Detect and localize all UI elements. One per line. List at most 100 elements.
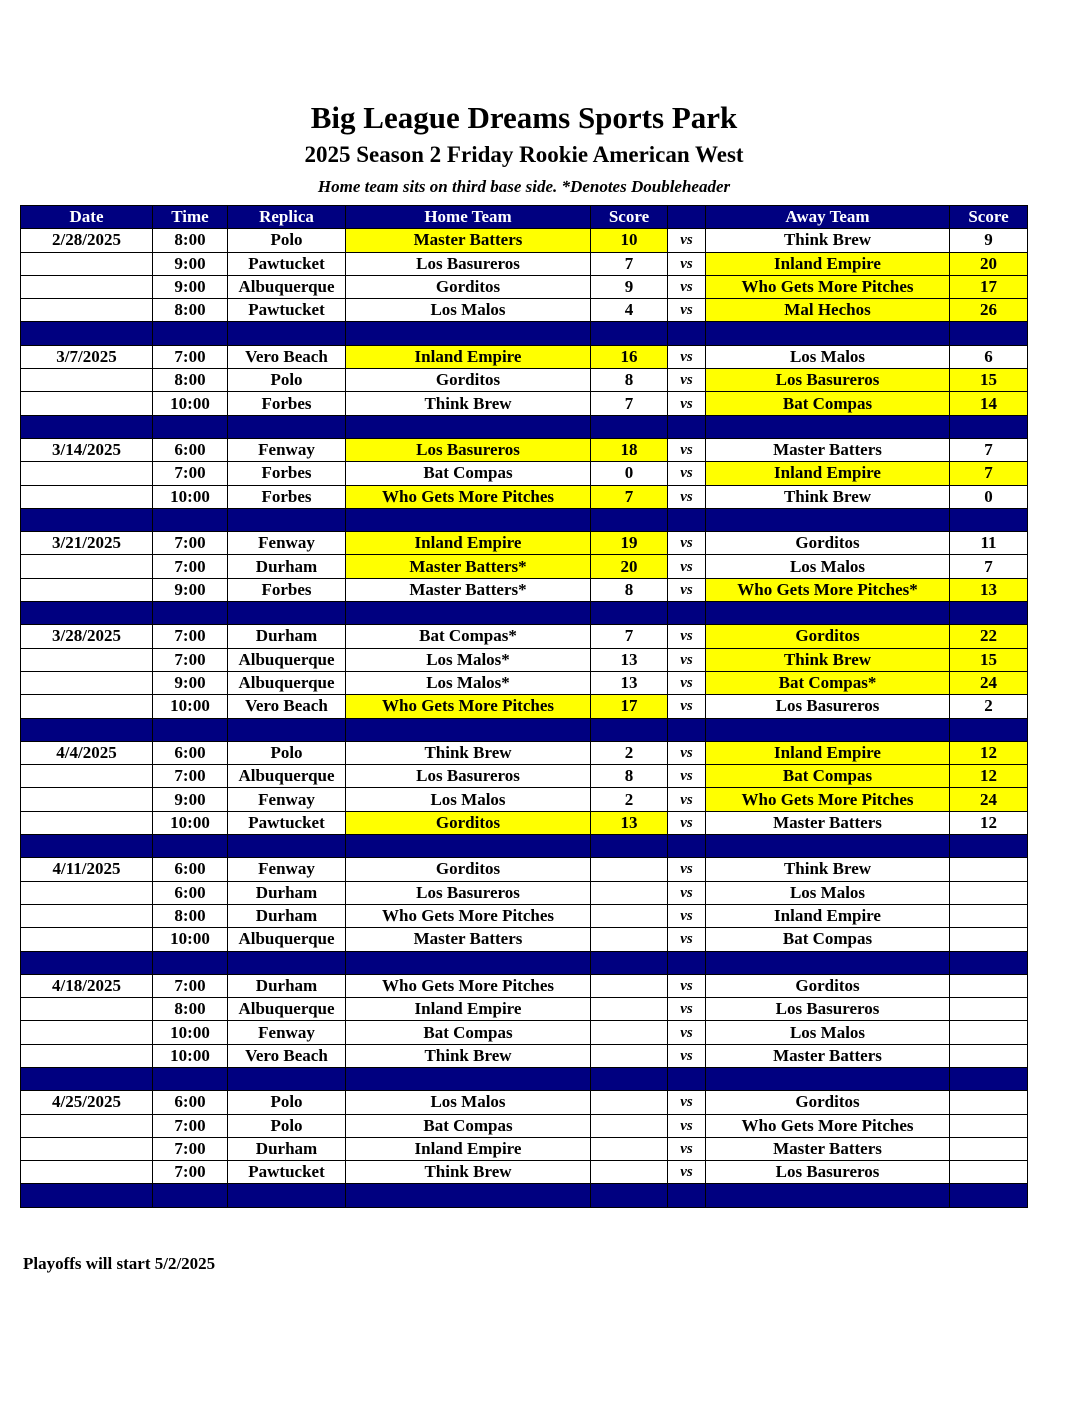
game-row: 9:00 Albuquerque Gorditos 9 vs Who Gets More …: [20, 274, 1028, 300]
home-team-cell: Gorditos: [345, 368, 591, 393]
page-title: Big League Dreams Sports Park: [310, 100, 738, 135]
game-row: 10:00 Fenway Bat Compas vs Los Malos: [20, 1020, 1028, 1045]
game-row: 7:00 Albuquerque Los Malos* 13 vs Think Brew 1…: [20, 647, 1028, 672]
home-score-cell: 17: [590, 694, 668, 719]
away-team-cell: Mal Hechos: [705, 298, 950, 323]
home-score-cell: [590, 857, 668, 882]
vs-cell: vs: [667, 484, 706, 509]
replica-cell: Durham: [227, 903, 346, 929]
separator-cell: [667, 414, 706, 439]
vs-cell: vs: [667, 647, 706, 672]
vs-cell: vs: [667, 857, 706, 882]
time-cell: 8:00: [152, 228, 228, 253]
home-score-cell: [590, 1090, 668, 1115]
away-team-cell: Inland Empire: [705, 740, 950, 766]
time-cell: 8:00: [152, 368, 228, 393]
separator-cell: [949, 507, 1028, 533]
home-team-cell: Master Batters: [345, 927, 591, 952]
game-row: 9:00 Forbes Master Batters* 8 vs Who Gets Mor…: [20, 577, 1028, 603]
home-team-cell: Los Malos: [345, 298, 591, 323]
separator-cell: [705, 507, 950, 533]
away-team-cell: Inland Empire: [705, 251, 950, 276]
separator-cell: [152, 1066, 228, 1092]
vs-cell: vs: [667, 787, 706, 812]
separator-cell: [152, 834, 228, 859]
separator-cell: [590, 507, 668, 533]
home-team-cell: Who Gets More Pitches: [345, 973, 591, 999]
game-row: 6:00 Durham Los Basureros vs Los Malos: [20, 880, 1028, 905]
replica-cell: Durham: [227, 973, 346, 999]
time-cell: 10:00: [152, 1020, 228, 1045]
vs-cell: vs: [667, 810, 706, 836]
home-score-cell: 8: [590, 764, 668, 789]
separator-cell: [590, 414, 668, 439]
home-team-cell: Los Malos*: [345, 647, 591, 672]
game-row: 10:00 Vero Beach Think Brew vs Master Batter…: [20, 1043, 1028, 1068]
time-cell: 9:00: [152, 577, 228, 603]
replica-cell: Durham: [227, 880, 346, 905]
away-score-cell: 15: [949, 368, 1028, 393]
away-team-cell: Inland Empire: [705, 903, 950, 929]
week-separator: [20, 507, 1028, 533]
away-team-cell: Who Gets More Pitches: [705, 787, 950, 812]
home-team-cell: Bat Compas*: [345, 624, 591, 649]
home-score-cell: 8: [590, 368, 668, 393]
home-team-cell: Los Basureros: [345, 251, 591, 276]
separator-cell: [345, 717, 591, 742]
away-score-cell: 17: [949, 274, 1028, 300]
separator-cell: [20, 1066, 153, 1092]
replica-cell: Durham: [227, 554, 346, 579]
date-cell: [20, 391, 153, 416]
away-score-cell: 26: [949, 298, 1028, 323]
replica-cell: Pawtucket: [227, 810, 346, 836]
date-cell: [20, 1136, 153, 1162]
date-cell: 3/7/2025: [20, 344, 153, 370]
date-cell: 4/4/2025: [20, 740, 153, 766]
separator-cell: [20, 507, 153, 533]
date-cell: [20, 368, 153, 393]
vs-cell: vs: [667, 531, 706, 556]
home-score-cell: 10: [590, 228, 668, 253]
date-cell: [20, 810, 153, 836]
away-team-cell: Gorditos: [705, 973, 950, 999]
separator-cell: [667, 1066, 706, 1092]
date-cell: 3/28/2025: [20, 624, 153, 649]
separator-cell: [667, 717, 706, 742]
separator-cell: [227, 601, 346, 626]
date-cell: [20, 298, 153, 323]
vs-cell: vs: [667, 1113, 706, 1138]
replica-cell: Vero Beach: [227, 344, 346, 370]
replica-cell: Albuquerque: [227, 647, 346, 672]
vs-cell: vs: [667, 997, 706, 1022]
date-cell: [20, 694, 153, 719]
away-team-cell: Master Batters: [705, 1043, 950, 1068]
vs-cell: vs: [667, 228, 706, 253]
away-score-cell: [949, 1020, 1028, 1045]
time-cell: 6:00: [152, 740, 228, 766]
home-score-cell: 7: [590, 391, 668, 416]
vs-cell: vs: [667, 764, 706, 789]
separator-cell: [590, 950, 668, 975]
separator-cell: [345, 950, 591, 975]
time-cell: 9:00: [152, 670, 228, 696]
home-score-cell: [590, 997, 668, 1022]
away-team-cell: Gorditos: [705, 1090, 950, 1115]
away-team-cell: Los Malos: [705, 1020, 950, 1045]
separator-cell: [949, 717, 1028, 742]
separator-cell: [152, 321, 228, 346]
home-team-cell: Who Gets More Pitches: [345, 903, 591, 929]
separator-cell: [949, 950, 1028, 975]
separator-cell: [20, 321, 153, 346]
separator-cell: [667, 950, 706, 975]
separator-cell: [705, 601, 950, 626]
header-row: Date Time Replica Home Team Score Away T…: [20, 204, 1028, 230]
vs-cell: vs: [667, 368, 706, 393]
separator-cell: [345, 834, 591, 859]
home-team-cell: Gorditos: [345, 274, 591, 300]
home-team-cell: Los Malos*: [345, 670, 591, 696]
vs-cell: vs: [667, 624, 706, 649]
separator-cell: [705, 1183, 950, 1208]
time-cell: 7:00: [152, 554, 228, 579]
time-cell: 6:00: [152, 857, 228, 882]
away-score-cell: [949, 1043, 1028, 1068]
